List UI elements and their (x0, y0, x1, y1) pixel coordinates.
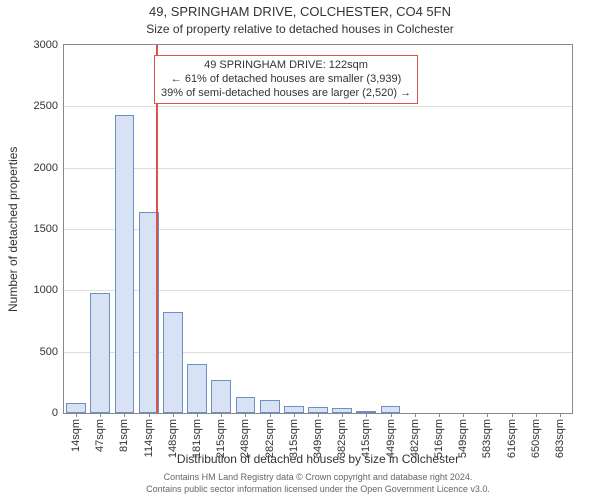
x-tick-mark (124, 413, 125, 417)
x-tick-mark (197, 413, 198, 417)
x-tick-mark (100, 413, 101, 417)
x-tick-mark (463, 413, 464, 417)
histogram-bar (66, 403, 86, 413)
annotation-line: 39% of semi-detached houses are larger (… (161, 87, 411, 101)
x-tick-label: 47sqm (94, 419, 106, 452)
y-tick-label: 1000 (34, 284, 58, 296)
y-axis-label: Number of detached properties (6, 44, 20, 414)
x-tick-mark (76, 413, 77, 417)
x-tick-mark (560, 413, 561, 417)
x-tick-mark (245, 413, 246, 417)
page-subtitle: Size of property relative to detached ho… (0, 22, 600, 36)
plot-area: 05001000150020002500300014sqm47sqm81sqm1… (63, 44, 573, 414)
x-tick-mark (439, 413, 440, 417)
x-axis-label: Distribution of detached houses by size … (63, 452, 573, 466)
x-tick-label: 14sqm (70, 419, 82, 452)
y-tick-label: 3000 (34, 39, 58, 51)
annotation-box: 49 SPRINGHAM DRIVE: 122sqm← 61% of detac… (154, 55, 418, 104)
x-tick-mark (221, 413, 222, 417)
x-tick-mark (391, 413, 392, 417)
x-tick-mark (294, 413, 295, 417)
y-tick-label: 1500 (34, 223, 58, 235)
chart-root: 49, SPRINGHAM DRIVE, COLCHESTER, CO4 5FN… (0, 0, 600, 500)
histogram-bar (284, 406, 304, 413)
gridline-h (64, 168, 572, 169)
annotation-line: ← 61% of detached houses are smaller (3,… (161, 73, 411, 87)
footer-line-1: Contains HM Land Registry data © Crown c… (63, 472, 573, 482)
x-tick-mark (512, 413, 513, 417)
histogram-bar (260, 400, 280, 413)
page-title: 49, SPRINGHAM DRIVE, COLCHESTER, CO4 5FN (0, 4, 600, 19)
histogram-bar (163, 312, 183, 413)
x-tick-mark (342, 413, 343, 417)
x-tick-mark (318, 413, 319, 417)
annotation-line: 49 SPRINGHAM DRIVE: 122sqm (161, 59, 411, 73)
x-tick-mark (415, 413, 416, 417)
x-tick-mark (173, 413, 174, 417)
histogram-bar (90, 293, 110, 413)
histogram-bar (115, 115, 135, 413)
x-tick-mark (487, 413, 488, 417)
x-tick-label: 81sqm (118, 419, 130, 452)
x-tick-mark (270, 413, 271, 417)
histogram-bar (236, 397, 256, 413)
histogram-bar (211, 380, 231, 413)
y-tick-label: 2500 (34, 100, 58, 112)
histogram-bar (381, 406, 401, 413)
histogram-bar (187, 364, 207, 413)
x-tick-mark (149, 413, 150, 417)
gridline-h (64, 106, 572, 107)
y-tick-label: 500 (40, 346, 58, 358)
footer-line-2: Contains public sector information licen… (63, 484, 573, 494)
y-tick-label: 0 (52, 407, 58, 419)
y-tick-label: 2000 (34, 162, 58, 174)
x-tick-mark (536, 413, 537, 417)
x-tick-mark (366, 413, 367, 417)
